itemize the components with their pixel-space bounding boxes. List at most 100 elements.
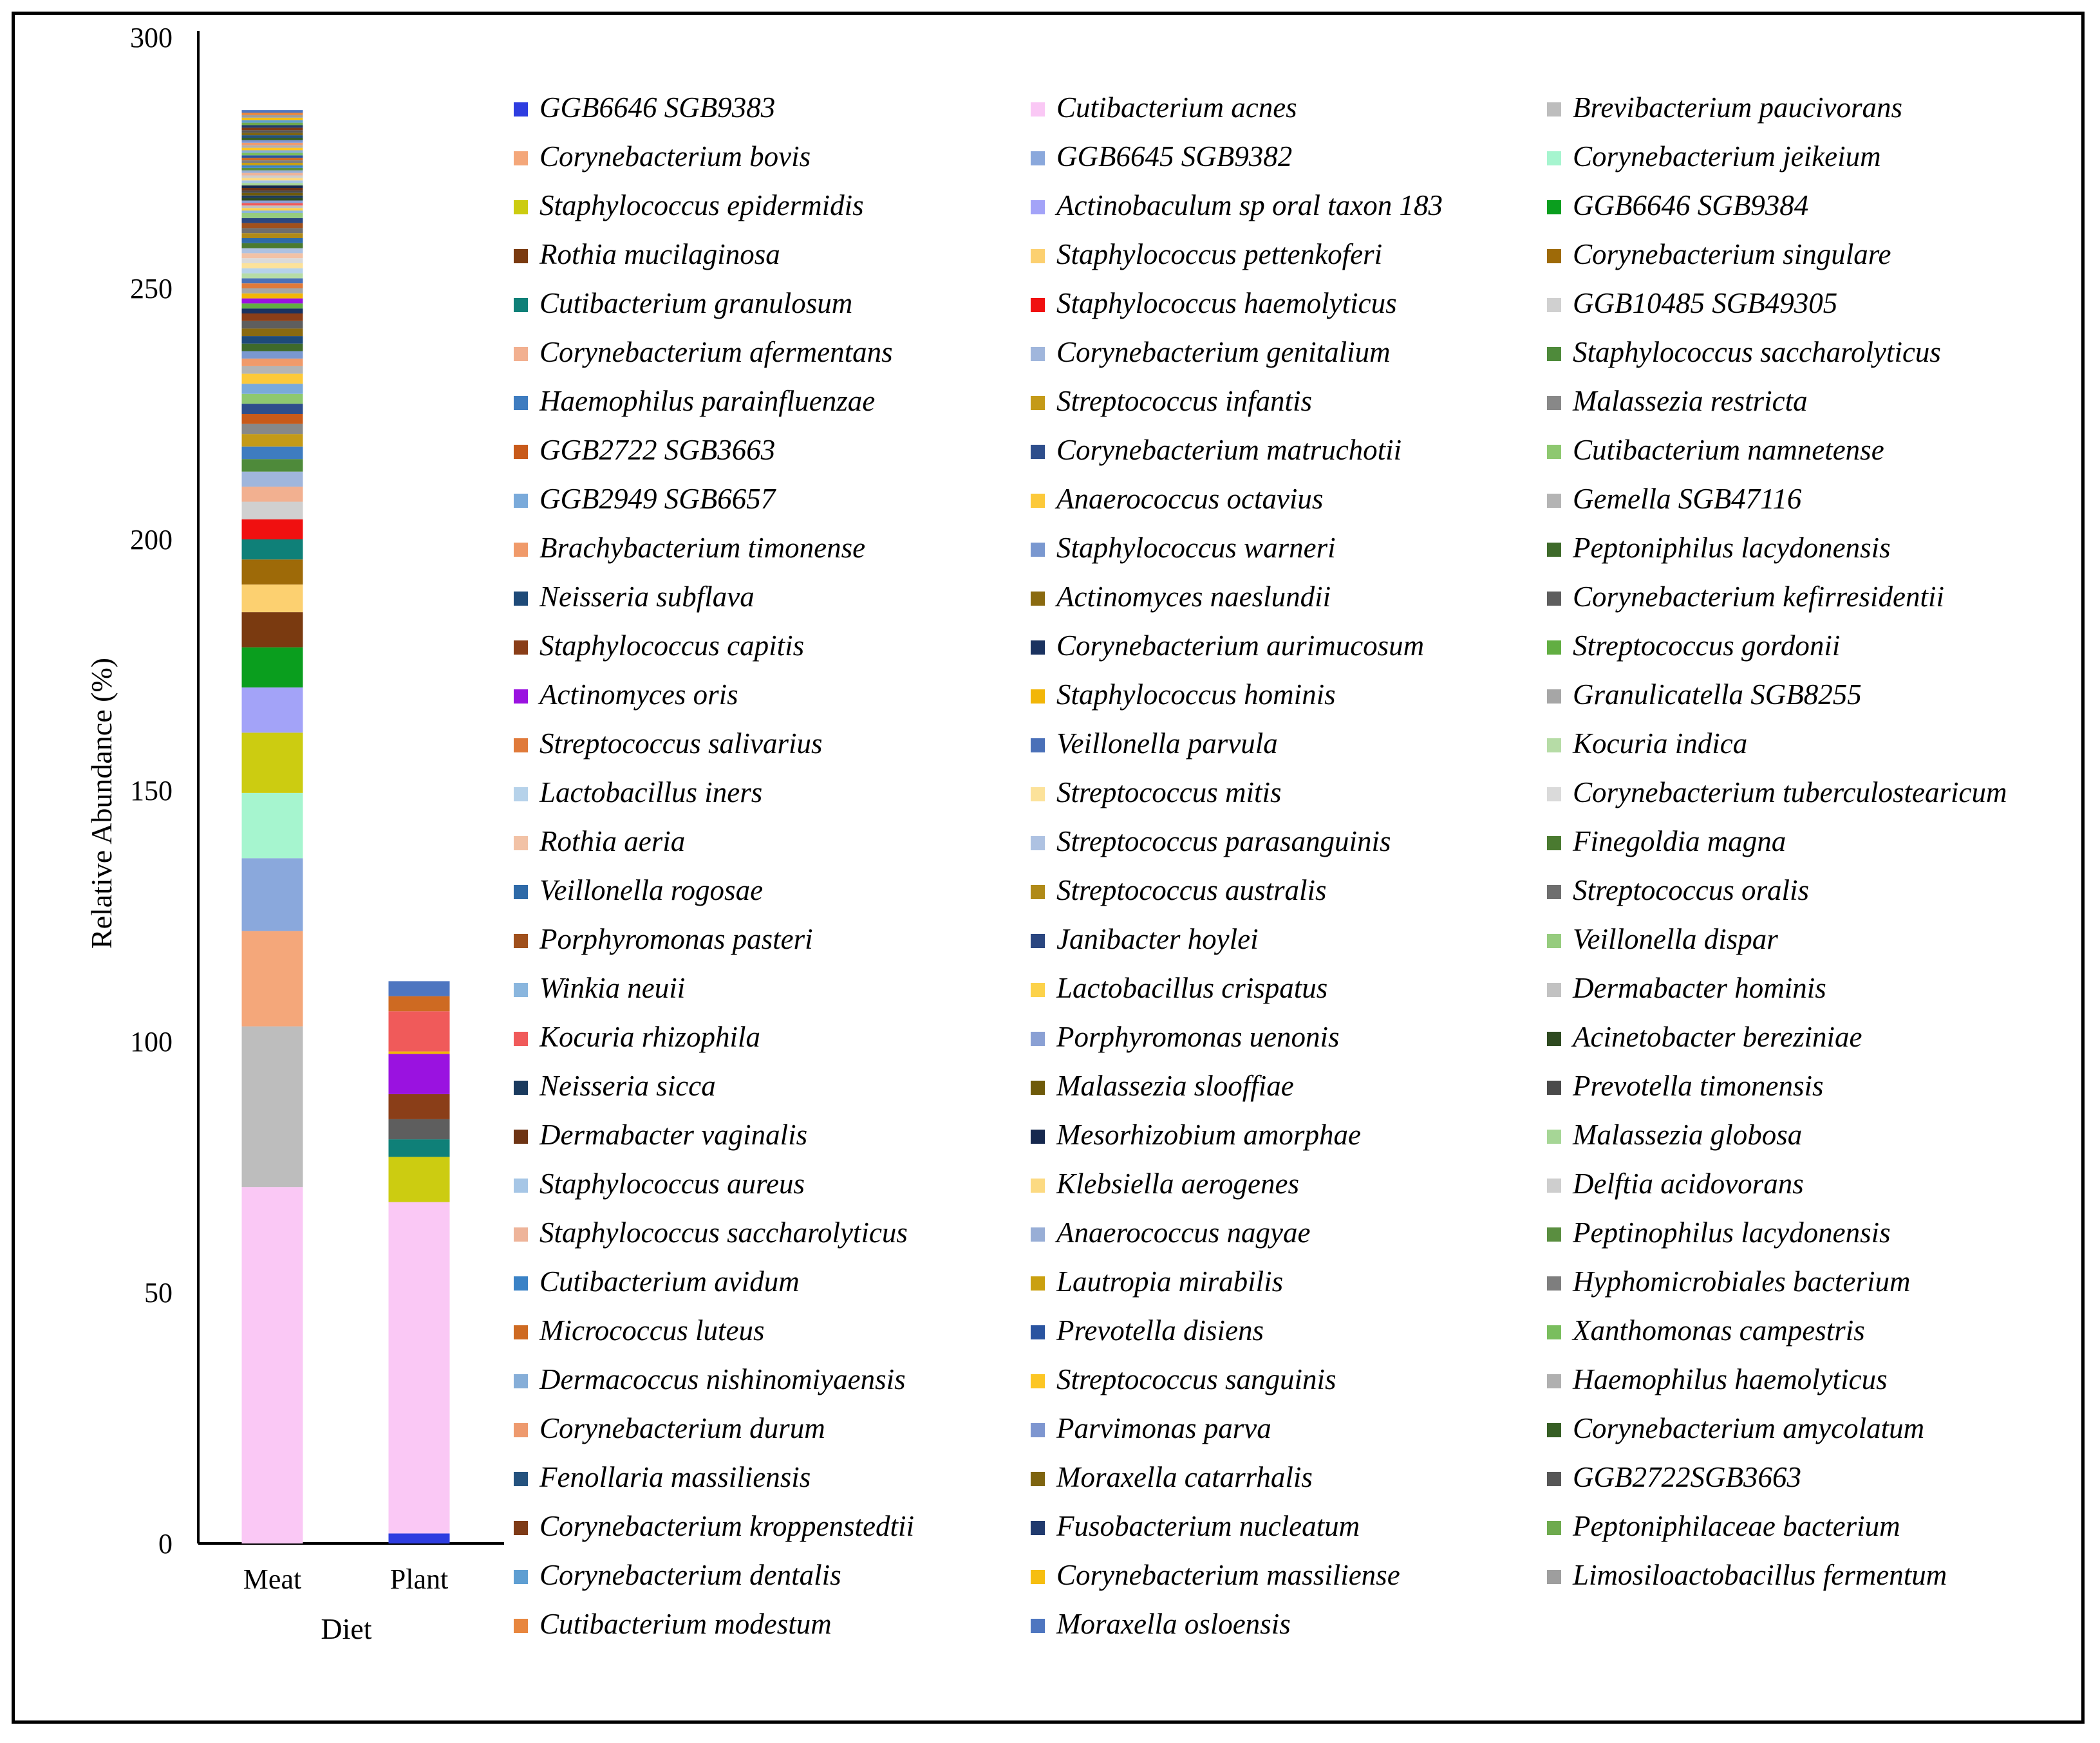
bar-segment	[241, 404, 303, 414]
legend-label: Gemella SGB47116	[1573, 483, 1802, 515]
legend-item: Winkia neuii	[514, 972, 685, 1004]
legend-item: Porphyromonas pasteri	[514, 923, 813, 955]
legend-label: Peptoniphilus lacydonensis	[1572, 532, 1891, 564]
bar-segment	[241, 167, 303, 171]
legend-item: Haemophilus haemolyticus	[1547, 1363, 1888, 1395]
legend-swatch	[514, 1276, 528, 1291]
legend-swatch	[1031, 1032, 1045, 1046]
bar-segment	[241, 130, 303, 133]
legend-swatch	[514, 543, 528, 557]
legend-label: Staphylococcus pettenkoferi	[1056, 238, 1382, 270]
legend-item: Neisseria subflava	[514, 581, 755, 613]
legend-label: GGB6646 SGB9383	[539, 91, 775, 124]
legend-label: Porphyromonas pasteri	[539, 923, 813, 955]
bar-segment	[241, 501, 303, 519]
legend-label: Corynebacterium dentalis	[539, 1559, 841, 1591]
legend-swatch	[1547, 102, 1561, 117]
x-tick-label: Plant	[390, 1563, 448, 1595]
legend-item: Dermabacter hominis	[1547, 972, 1826, 1004]
bar-segment	[241, 539, 303, 560]
bar-segment	[241, 366, 303, 374]
legend-swatch	[514, 640, 528, 655]
bar-segment	[241, 446, 303, 460]
legend-item: Streptococcus oralis	[1547, 874, 1809, 906]
bar-segment	[241, 293, 303, 299]
legend-label: Dermabacter vaginalis	[539, 1119, 807, 1151]
legend-swatch	[1031, 1081, 1045, 1095]
legend-label: Corynebacterium durum	[539, 1412, 825, 1444]
bar-segment	[241, 424, 303, 434]
bar-segment	[241, 1026, 303, 1188]
legend-swatch	[1547, 347, 1561, 361]
legend-label: Staphylococcus hominis	[1056, 678, 1336, 711]
legend-label: Fusobacterium nucleatum	[1056, 1510, 1360, 1542]
legend-item: Peptoniphilaceae bacterium	[1547, 1510, 1900, 1542]
bar-segment	[388, 1533, 450, 1543]
legend-item: Cutibacterium avidum	[514, 1265, 800, 1298]
bar-segment	[241, 283, 303, 288]
bar-segment	[241, 308, 303, 313]
legend-item: Corynebacterium amycolatum	[1547, 1412, 1924, 1444]
legend-swatch	[514, 1521, 528, 1535]
legend-swatch	[1547, 1374, 1561, 1388]
bar-segment	[241, 273, 303, 279]
legend-item: Corynebacterium tuberculostearicum	[1547, 776, 2007, 808]
legend-item: Staphylococcus hominis	[1031, 678, 1336, 711]
legend-swatch	[514, 885, 528, 899]
legend-item: Malassezia slooffiae	[1031, 1070, 1294, 1102]
legend-label: Corynebacterium genitalium	[1056, 336, 1391, 368]
legend-item: Staphylococcus saccharolyticus	[1547, 336, 1941, 368]
bar-segment	[241, 268, 303, 274]
legend-item: Corynebacterium bovis	[514, 140, 811, 172]
legend-swatch	[1547, 1570, 1561, 1584]
legend-label: Streptococcus parasanguinis	[1056, 825, 1391, 857]
bar-segment	[241, 218, 303, 223]
legend-label: Lautropia mirabilis	[1056, 1265, 1283, 1298]
bar-segment	[241, 210, 303, 213]
legend-label: Corynebacterium bovis	[539, 140, 811, 172]
legend-label: Neisseria sicca	[539, 1070, 716, 1102]
legend-item: Prevotella timonensis	[1547, 1070, 1824, 1102]
legend-label: Malassezia globosa	[1572, 1119, 1802, 1151]
legend-item: Streptococcus australis	[1031, 874, 1327, 906]
bar-segment	[241, 147, 303, 151]
legend-label: Corynebacterium massiliense	[1056, 1559, 1400, 1591]
bar-segment	[241, 150, 303, 153]
legend-label: Streptococcus oralis	[1573, 874, 1809, 906]
legend-label: Finegoldia magna	[1572, 825, 1786, 857]
chart-frame: 0 50 100 150 200 250 300 Meat Plant Relative Ab…	[12, 12, 2085, 1724]
legend-label: Rothia mucilaginosa	[539, 238, 780, 270]
legend-label: Prevotella timonensis	[1572, 1070, 1824, 1102]
legend-item: Actinobaculum sp oral taxon 183	[1031, 189, 1443, 221]
bar-segment	[241, 288, 303, 294]
legend-swatch	[1547, 200, 1561, 214]
x-category-labels: Meat Plant	[243, 1563, 448, 1595]
x-tick-label: Meat	[243, 1563, 301, 1595]
bar-segment	[241, 303, 303, 309]
legend-label: Limosiloactobacillus fermentum	[1572, 1559, 1947, 1591]
legend-label: Staphylococcus saccharolyticus	[1573, 336, 1941, 368]
legend-item: GGB2722SGB3663	[1547, 1461, 1801, 1493]
legend-item: Porphyromonas uenonis	[1031, 1021, 1340, 1053]
legend-swatch	[1547, 836, 1561, 850]
legend-item: Staphylococcus capitis	[514, 629, 804, 662]
legend-item: Cutibacterium acnes	[1031, 91, 1297, 124]
bar-stack-meat	[241, 110, 303, 1543]
bar-segment	[388, 981, 450, 996]
legend-label: Dermabacter hominis	[1572, 972, 1826, 1004]
legend-label: Actinomyces naeslundii	[1055, 581, 1331, 613]
legend-swatch	[1547, 1130, 1561, 1144]
bar-segment	[241, 185, 303, 188]
legend-label: Neisseria subflava	[539, 581, 755, 613]
bar-segment	[388, 1054, 450, 1094]
legend-swatch	[514, 102, 528, 117]
legend-item: Fusobacterium nucleatum	[1031, 1510, 1360, 1542]
legend-swatch	[1031, 151, 1045, 165]
bar-segment	[241, 313, 303, 321]
bar-segment	[241, 393, 303, 404]
legend-swatch	[514, 347, 528, 361]
legend-item: Staphylococcus aureus	[514, 1168, 805, 1200]
legend-swatch	[1031, 200, 1045, 214]
bar-stack-plant	[388, 981, 450, 1543]
legend-swatch	[1031, 1227, 1045, 1242]
